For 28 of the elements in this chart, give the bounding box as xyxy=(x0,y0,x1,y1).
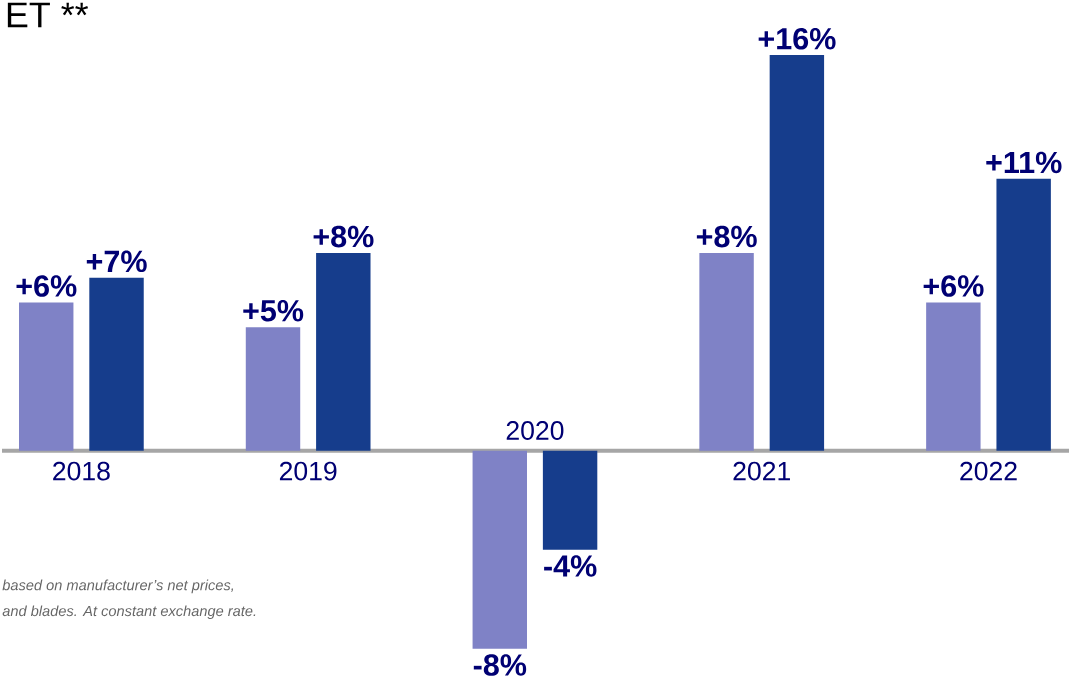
data-label: +16% xyxy=(758,27,836,50)
annotation: and blades. At constant exchange rate. xyxy=(2,605,256,619)
bar xyxy=(89,277,144,451)
x-tick-label: 2019 xyxy=(279,461,337,481)
data-label: +8% xyxy=(313,225,374,248)
bar xyxy=(996,178,1051,451)
bar xyxy=(542,450,598,550)
data-label: +6% xyxy=(923,275,984,297)
data-label: +11% xyxy=(986,151,1062,174)
annotation: based on manufacturer’s net prices, xyxy=(2,579,234,594)
bar xyxy=(245,327,301,451)
bar xyxy=(472,450,527,649)
data-label: -8% xyxy=(473,654,527,676)
data-label: +7% xyxy=(86,250,147,273)
data-label: +8% xyxy=(696,225,757,248)
bar xyxy=(19,302,74,451)
data-label: +6% xyxy=(16,275,77,297)
data-label: +5% xyxy=(243,299,304,322)
x-tick-label: 2020 xyxy=(506,421,564,440)
bar xyxy=(316,252,371,451)
chart-title: ET ** xyxy=(7,2,89,28)
x-tick-label: 2022 xyxy=(960,461,1017,481)
bar xyxy=(699,252,754,451)
x-tick-label: 2018 xyxy=(53,461,110,481)
data-label: -4% xyxy=(544,555,597,577)
bar xyxy=(769,55,825,451)
x-tick-label: 2021 xyxy=(733,461,790,481)
bar xyxy=(926,302,981,451)
